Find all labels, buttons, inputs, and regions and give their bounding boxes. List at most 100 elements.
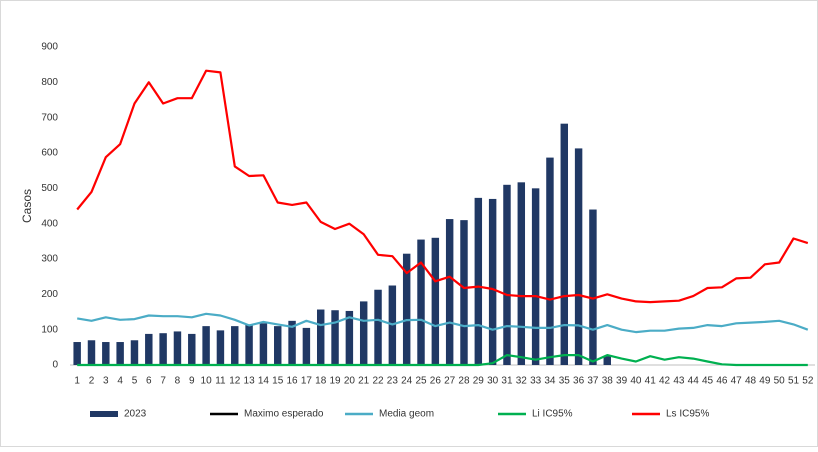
- bar: [517, 182, 526, 365]
- y-tick-label: 300: [41, 254, 58, 265]
- bar: [216, 330, 225, 365]
- y-tick-label: 800: [41, 77, 58, 88]
- bar: [445, 219, 454, 365]
- x-tick-label: 36: [573, 376, 585, 387]
- x-tick-label: 28: [458, 376, 470, 387]
- bar: [546, 157, 554, 365]
- x-tick-label: 18: [315, 376, 327, 387]
- x-tick-label: 23: [387, 376, 399, 387]
- bar: [488, 198, 497, 365]
- x-tick-label: 33: [530, 376, 542, 387]
- x-tick-label: 46: [716, 376, 728, 387]
- y-tick-label: 0: [52, 360, 58, 371]
- bar: [316, 309, 325, 365]
- x-tick-label: 27: [444, 376, 456, 387]
- x-tick-label: 51: [788, 376, 800, 387]
- legend-label: Ls IC95%: [666, 409, 709, 420]
- x-tick-label: 52: [802, 376, 814, 387]
- bar: [102, 342, 110, 365]
- y-axis-label: Casos: [20, 189, 34, 223]
- bar: [460, 220, 468, 365]
- y-tick-label: 900: [41, 42, 58, 53]
- x-tick-label: 34: [544, 376, 556, 387]
- x-tick-label: 3: [103, 376, 109, 387]
- legend-label: Maximo esperado: [244, 409, 324, 420]
- x-tick-label: 2: [89, 376, 95, 387]
- bar: [73, 342, 81, 365]
- bar: [359, 301, 368, 365]
- x-tick-label: 35: [559, 376, 571, 387]
- bar: [87, 340, 96, 365]
- x-tick-label: 16: [287, 376, 299, 387]
- bar: [503, 184, 511, 365]
- bar: [603, 356, 611, 365]
- x-tick-label: 32: [516, 376, 528, 387]
- bar: [245, 324, 253, 365]
- x-tick-label: 49: [759, 376, 771, 387]
- x-tick-label: 42: [659, 376, 671, 387]
- bar: [173, 331, 182, 365]
- bar: [231, 326, 239, 365]
- x-tick-label: 12: [229, 376, 241, 387]
- x-tick-label: 39: [616, 376, 628, 387]
- bar: [431, 237, 440, 365]
- bar: [560, 123, 569, 365]
- bar: [159, 333, 167, 365]
- y-tick-label: 400: [41, 218, 58, 229]
- x-tick-label: 6: [146, 376, 152, 387]
- x-tick-label: 11: [215, 376, 226, 387]
- bar: [302, 327, 311, 365]
- x-tick-label: 20: [344, 376, 356, 387]
- x-tick-label: 15: [272, 376, 284, 387]
- x-tick-label: 29: [473, 376, 485, 387]
- bar: [531, 188, 540, 365]
- x-tick-label: 43: [673, 376, 685, 387]
- x-tick-label: 38: [602, 376, 614, 387]
- bar: [331, 310, 339, 365]
- x-tick-label: 1: [74, 376, 80, 387]
- x-tick-label: 9: [189, 376, 195, 387]
- bar: [188, 333, 196, 365]
- bar: [374, 289, 382, 365]
- bar: [130, 340, 139, 365]
- x-tick-label: 45: [702, 376, 714, 387]
- line: [77, 312, 809, 334]
- x-tick-label: 10: [201, 376, 213, 387]
- x-tick-label: 22: [372, 376, 384, 387]
- x-tick-label: 50: [774, 376, 786, 387]
- line: [77, 354, 808, 367]
- x-tick-label: 21: [358, 376, 370, 387]
- x-tick-label: 31: [501, 376, 513, 387]
- bar: [288, 320, 296, 365]
- bar: [474, 197, 483, 365]
- x-tick-label: 44: [688, 376, 700, 387]
- x-tick-label: 14: [258, 376, 270, 387]
- x-tick-label: 25: [415, 376, 427, 387]
- x-tick-label: 8: [175, 376, 181, 387]
- legend-label: 2023: [124, 409, 147, 420]
- bar: [274, 326, 282, 365]
- legend-label: Media geom: [379, 409, 434, 420]
- bar: [116, 342, 124, 365]
- x-tick-label: 26: [430, 376, 442, 387]
- bar: [574, 148, 583, 365]
- bar: [202, 326, 210, 365]
- x-tick-label: 24: [401, 376, 413, 387]
- x-tick-label: 47: [731, 376, 743, 387]
- x-tick-label: 4: [117, 376, 123, 387]
- legend-swatch: [90, 411, 118, 417]
- x-tick-label: 37: [587, 376, 599, 387]
- bar: [345, 310, 354, 365]
- bar: [259, 323, 268, 365]
- legend-label: Li IC95%: [532, 409, 573, 420]
- x-tick-label: 19: [329, 376, 341, 387]
- bar: [417, 239, 425, 365]
- y-tick-label: 600: [41, 148, 58, 159]
- y-tick-label: 500: [41, 183, 58, 194]
- bar: [145, 333, 153, 365]
- x-tick-label: 17: [301, 376, 313, 387]
- x-tick-label: 48: [745, 376, 757, 387]
- x-tick-label: 7: [160, 376, 166, 387]
- x-tick-label: 13: [244, 376, 256, 387]
